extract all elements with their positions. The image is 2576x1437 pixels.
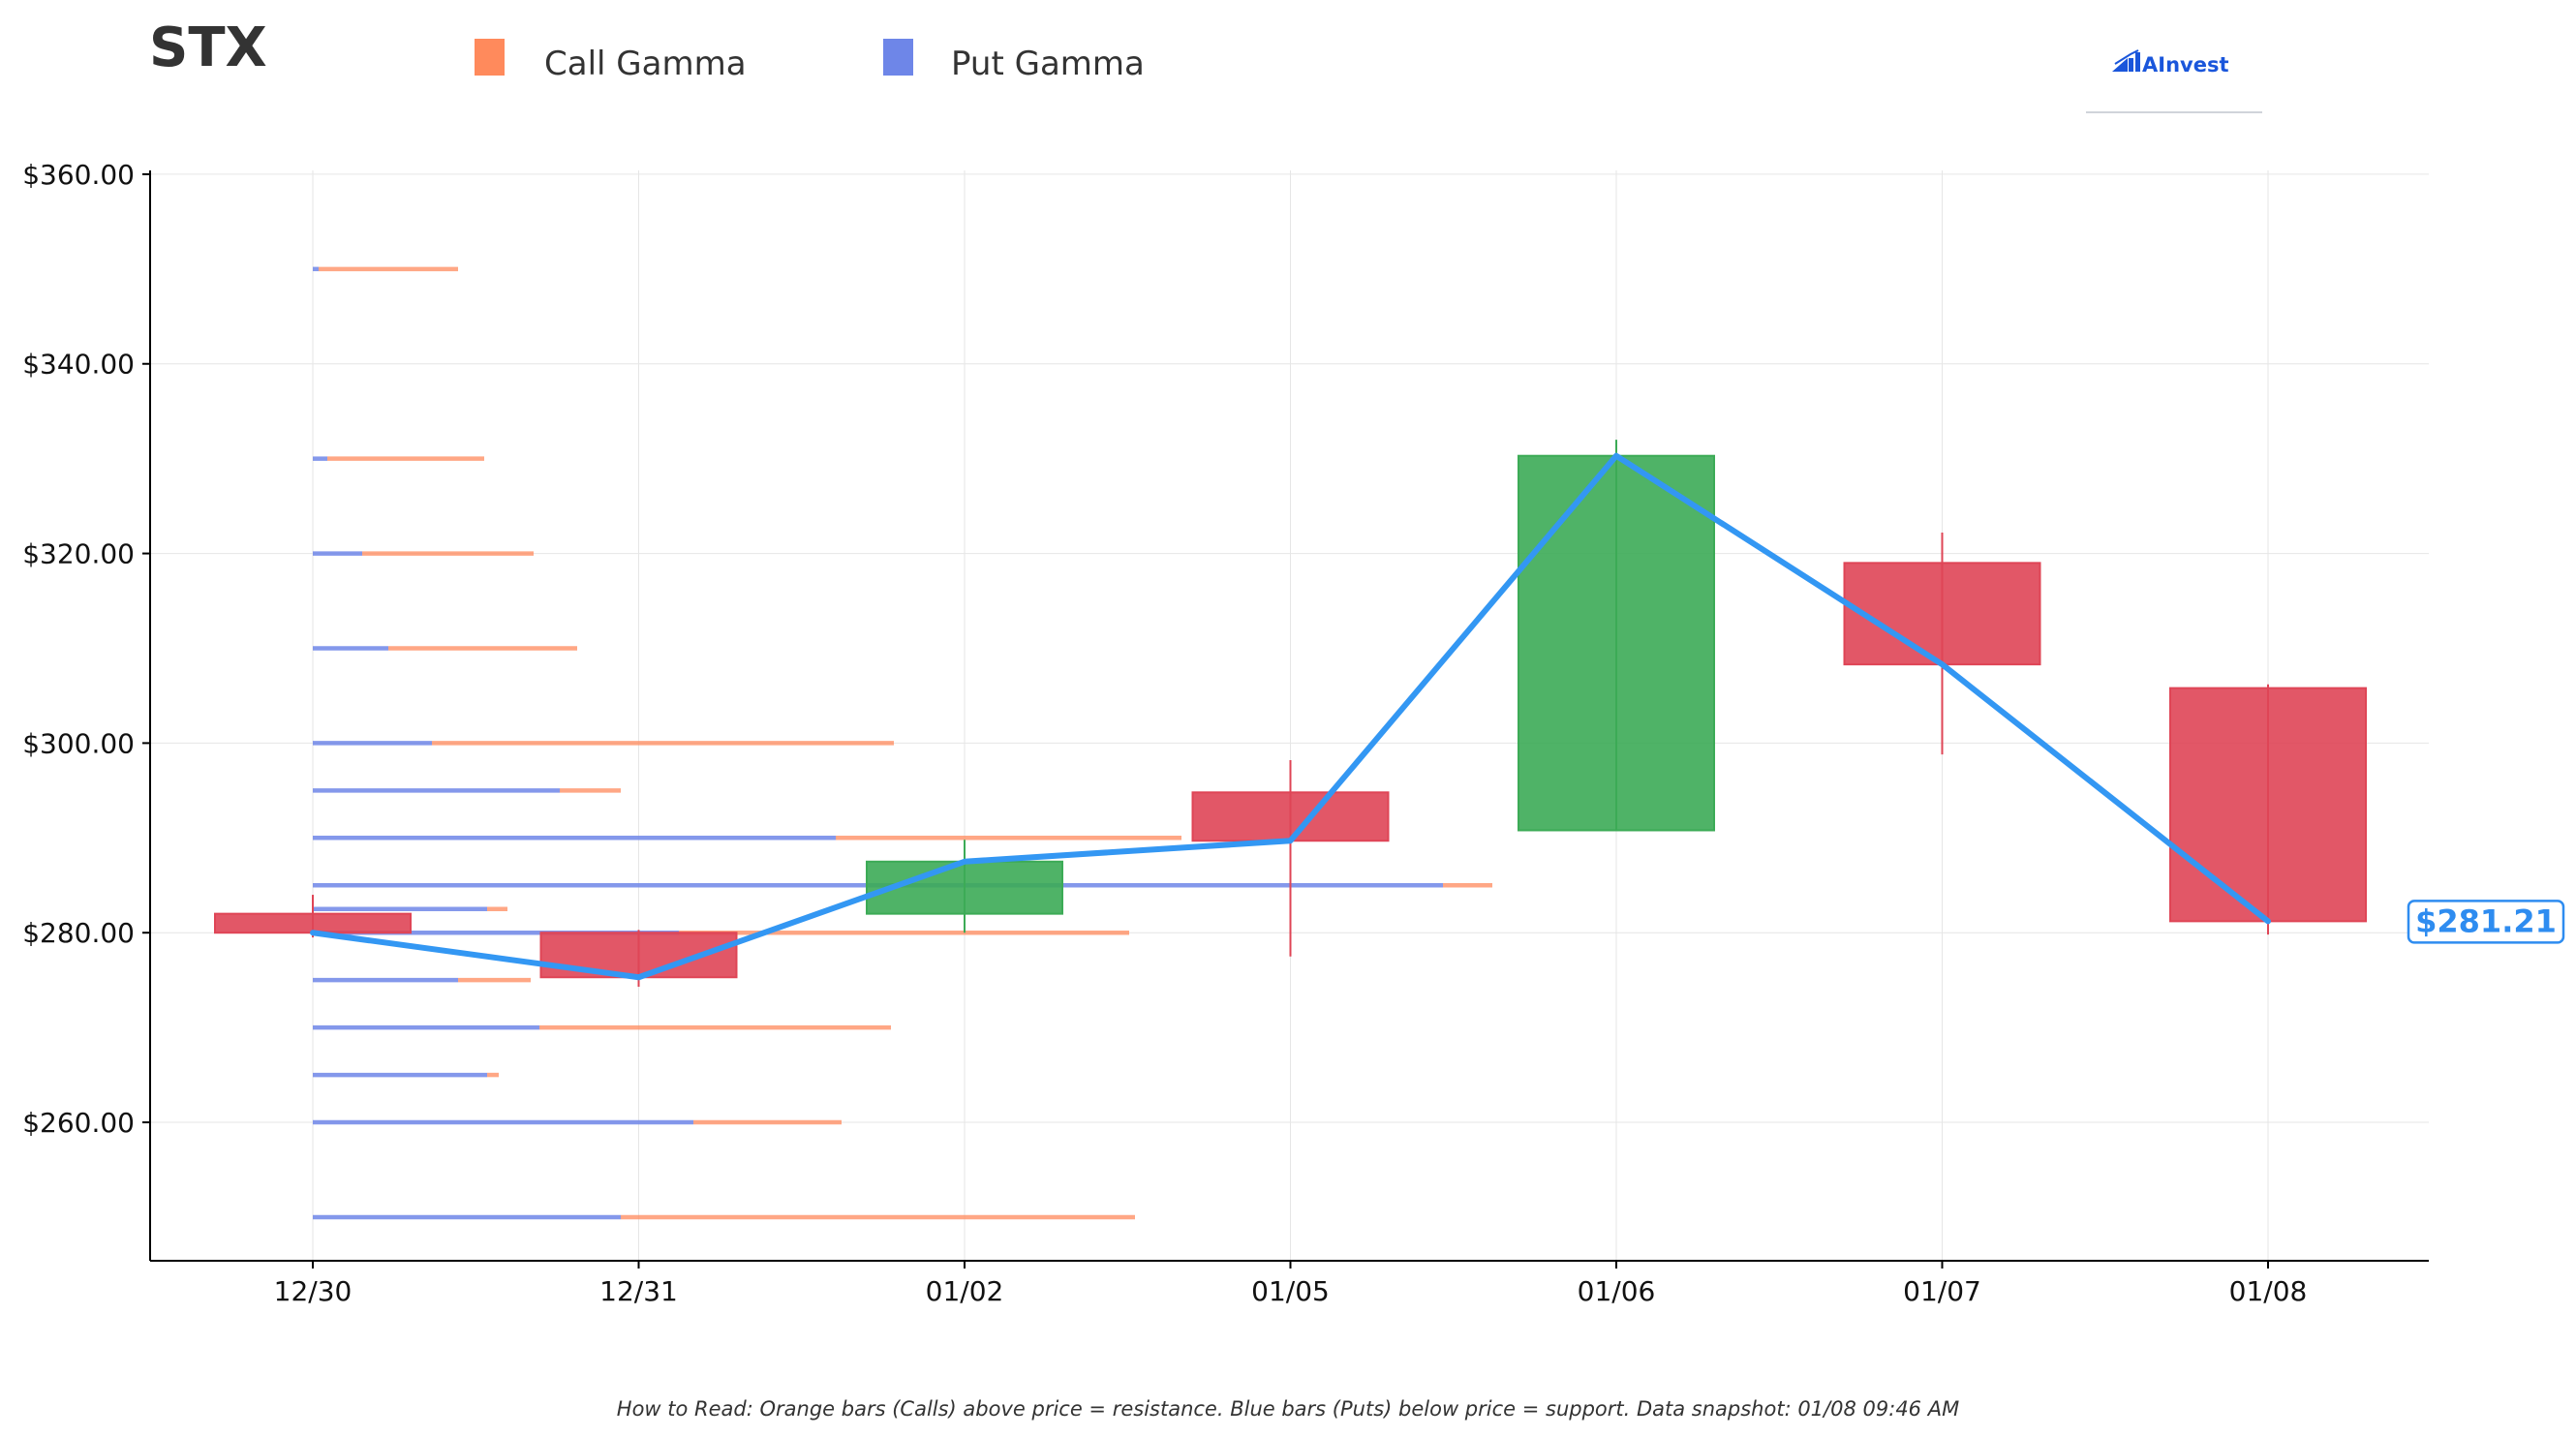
call-gamma-legend-label: Call Gamma [544,45,747,83]
x-tick-label: 01/06 [1578,1275,1656,1307]
close-price-line [310,452,2271,981]
y-tick-label: $360.00 [22,159,135,191]
axes: $260.00 $280.00 $300.00 $320.00 $340.00 $360.… [22,159,2429,1307]
x-tick-label: 12/31 [599,1275,678,1307]
gridlines [150,170,2429,1261]
y-tick-label: $260.00 [22,1107,135,1139]
brand-logo: AInvest [2086,49,2262,113]
x-tick-label: 01/07 [1903,1275,1981,1307]
legend: Call Gamma Put Gamma [475,39,1145,83]
x-tick-label: 01/05 [1251,1275,1330,1307]
y-tick-label: $340.00 [22,349,135,381]
brand-chart-icon [2112,49,2140,72]
close-price-polyline [310,452,2271,981]
x-tick-label: 12/30 [274,1275,353,1307]
last-price-box [2407,900,2565,944]
y-tick-label: $320.00 [22,538,135,570]
last-price-label: $281.21 [2415,902,2557,939]
last-price-tag: $281.21 [2407,900,2565,944]
call-gamma-swatch [475,39,505,76]
put-gamma-legend-label: Put Gamma [951,45,1145,83]
ticker-title: STX [149,16,267,79]
x-tick-label: 01/02 [926,1275,1004,1307]
put-gamma-swatch [883,39,913,76]
brand-name: AInvest [2142,53,2229,76]
x-tick-label: 01/08 [2229,1275,2308,1307]
gamma-bars [313,266,1492,1220]
y-tick-label: $300.00 [22,727,135,759]
chart-footnote: How to Read: Orange bars (Calls) above p… [617,1397,1959,1421]
y-tick-label: $280.00 [22,917,135,949]
